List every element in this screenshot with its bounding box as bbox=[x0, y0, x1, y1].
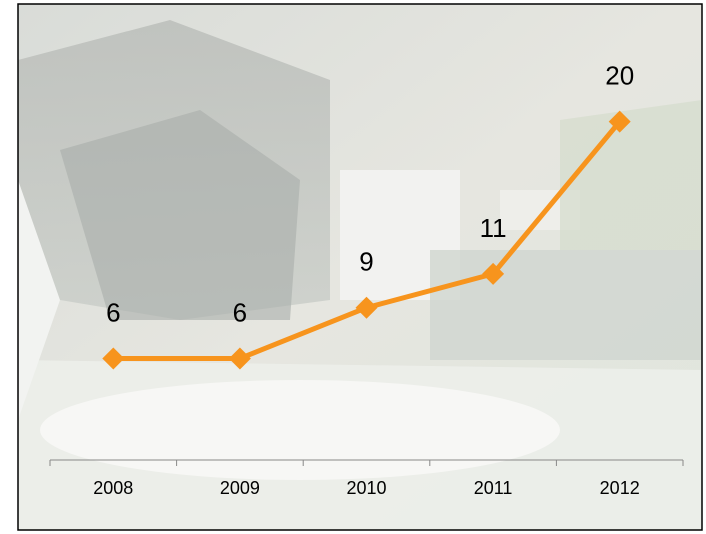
x-tick-label: 2008 bbox=[93, 478, 133, 498]
data-label: 20 bbox=[605, 60, 634, 90]
x-tick-label: 2009 bbox=[220, 478, 260, 498]
marker bbox=[102, 347, 125, 370]
marker bbox=[608, 110, 631, 133]
x-tick-label: 2011 bbox=[474, 478, 513, 498]
marker bbox=[355, 296, 378, 319]
x-tick-label: 2012 bbox=[600, 478, 640, 498]
marker bbox=[228, 347, 251, 370]
background-photo bbox=[18, 4, 702, 530]
marker bbox=[482, 262, 505, 285]
frame bbox=[17, 3, 703, 531]
data-label: 11 bbox=[480, 213, 507, 243]
x-tick-label: 2010 bbox=[346, 478, 386, 498]
data-label: 9 bbox=[359, 247, 373, 277]
data-label: 6 bbox=[106, 297, 120, 327]
data-label: 6 bbox=[233, 297, 247, 327]
